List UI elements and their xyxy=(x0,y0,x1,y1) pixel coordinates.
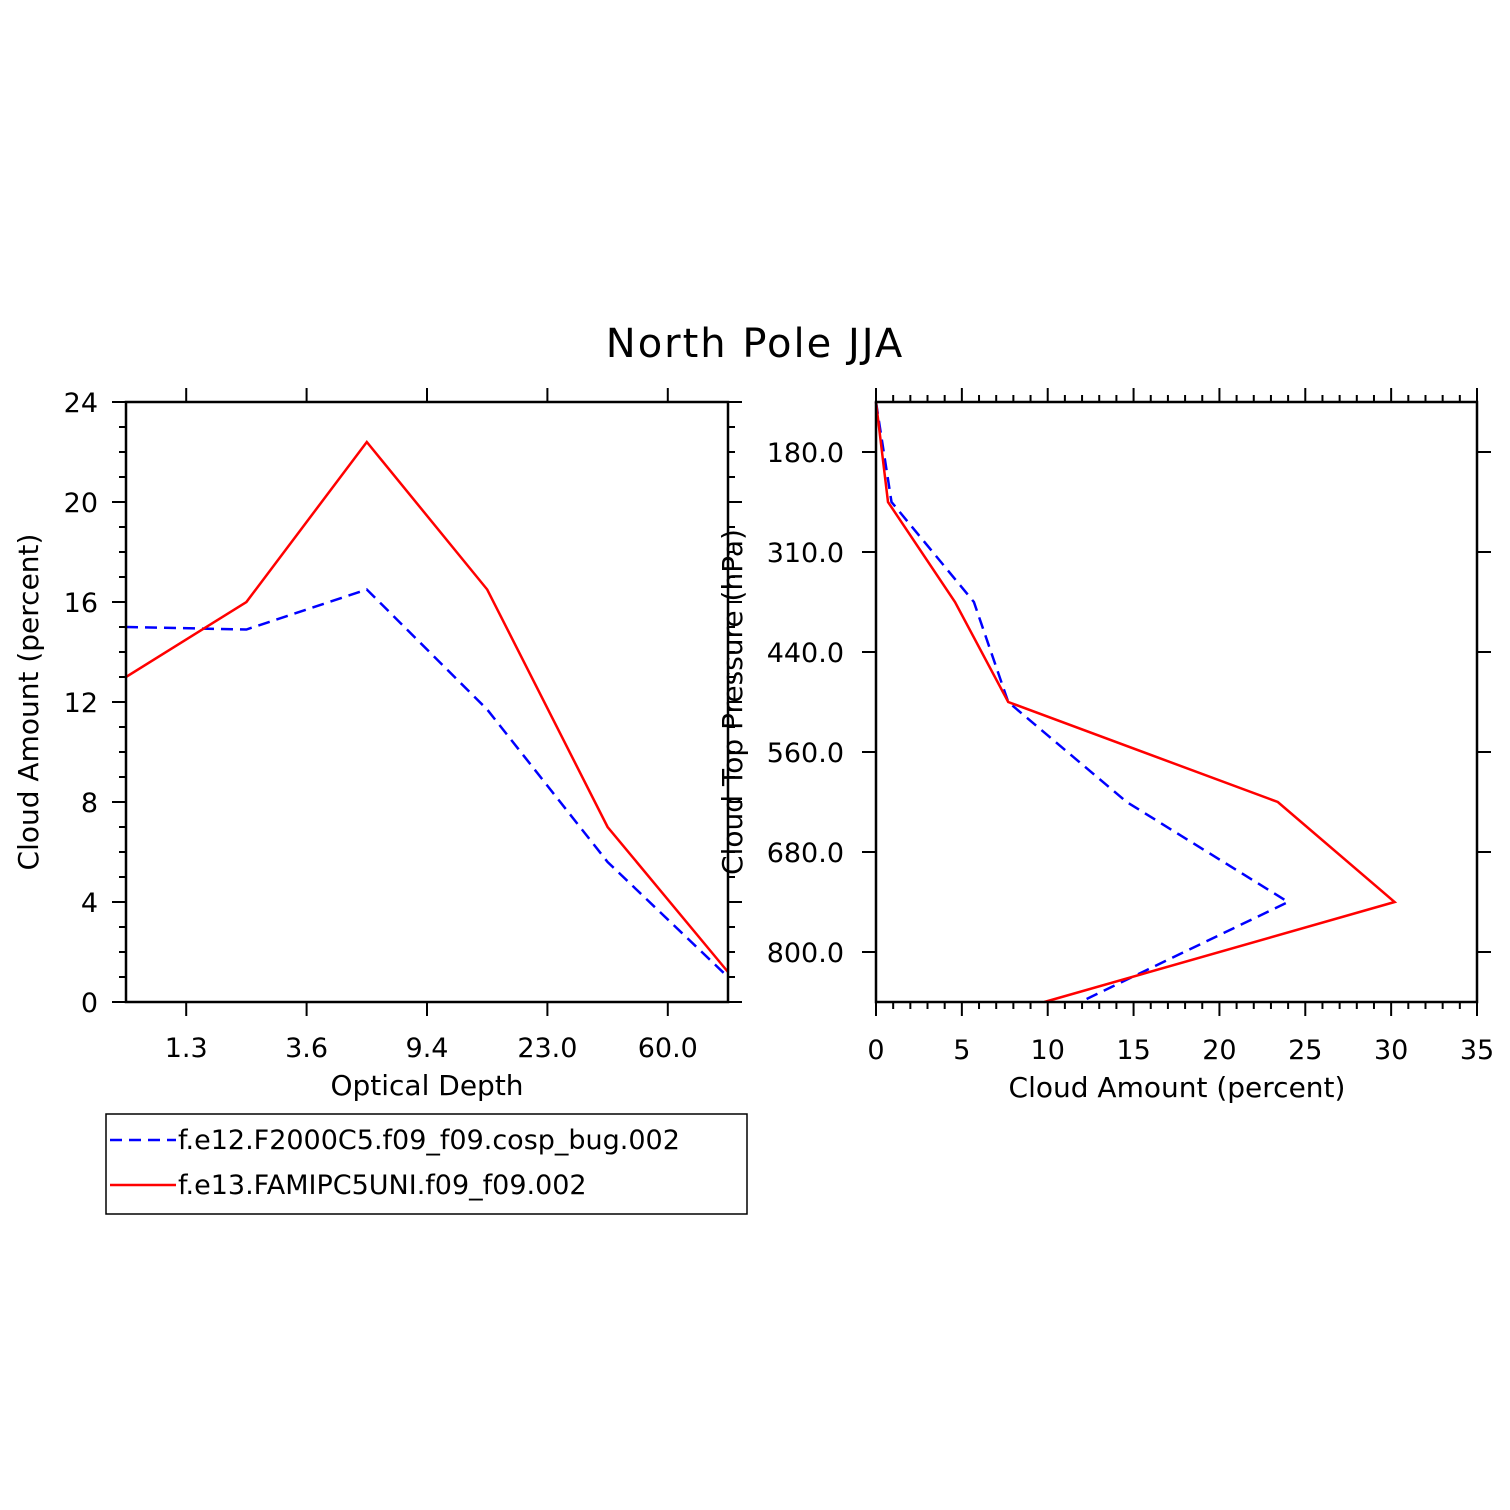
right-ticks xyxy=(862,388,1491,1016)
right-xtick-label: 30 xyxy=(1374,1035,1408,1066)
right-xtick-label: 15 xyxy=(1116,1035,1150,1066)
right-ytick-label: 440.0 xyxy=(767,638,844,669)
right-ytick-label: 800.0 xyxy=(767,938,844,969)
left-xtick-label: 3.6 xyxy=(285,1033,328,1064)
right-xtick-label: 25 xyxy=(1288,1035,1322,1066)
legend-label-0: f.e12.F2000C5.f09_f09.cosp_bug.002 xyxy=(178,1125,680,1156)
chart-title: North Pole JJA xyxy=(606,321,904,367)
right-y-axis-label: Cloud Top Pressure (hPa) xyxy=(716,529,749,875)
left-xtick-label: 9.4 xyxy=(406,1033,449,1064)
right-ytick-label: 310.0 xyxy=(767,538,844,569)
left-ytick-label: 20 xyxy=(64,488,98,519)
right-ytick-label: 180.0 xyxy=(767,438,844,469)
left-plot-frame xyxy=(124,400,730,1004)
left-ticks xyxy=(112,388,742,1016)
right-x-axis-label: Cloud Amount (percent) xyxy=(1009,1071,1346,1104)
left-ytick-label: 24 xyxy=(64,388,98,419)
legend-label-1: f.e13.FAMIPC5UNI.f09_f09.002 xyxy=(178,1170,587,1201)
right-series xyxy=(874,401,1398,1004)
right-xtick-label: 10 xyxy=(1031,1035,1065,1066)
right-ytick-label: 560.0 xyxy=(767,738,844,769)
right-tick-labels: 0 5 10 15 20 25 30 35 180.0 310.0 440.0 560.0 680.0 8… xyxy=(767,438,1494,1066)
left-xtick-label: 23.0 xyxy=(517,1033,577,1064)
left-ytick-label: 0 xyxy=(81,988,98,1019)
right-xtick-label: 5 xyxy=(953,1035,970,1066)
right-series-line-1 xyxy=(874,401,1398,1004)
optical-depth-panel: 0 4 8 12 16 20 24 1.3 3.6 9.4 23.0 60.0 Optical Dep… xyxy=(12,388,742,1102)
left-y-axis-label: Cloud Amount (percent) xyxy=(12,534,45,871)
left-x-axis-label: Optical Depth xyxy=(330,1069,523,1102)
left-series-line-0 xyxy=(125,588,729,978)
left-ytick-label: 8 xyxy=(81,788,98,819)
right-xtick-label: 35 xyxy=(1460,1035,1494,1066)
left-series-line-1 xyxy=(125,439,729,973)
right-ytick-label: 680.0 xyxy=(767,838,844,869)
left-tick-labels: 0 4 8 12 16 20 24 1.3 3.6 9.4 23.0 60.0 xyxy=(64,388,698,1064)
legend: f.e12.F2000C5.f09_f09.cosp_bug.002 f.e13… xyxy=(105,1113,748,1215)
left-ytick-label: 16 xyxy=(64,588,98,619)
right-series-line-0 xyxy=(874,401,1291,1004)
right-plot-frame xyxy=(874,400,1479,1004)
left-ytick-label: 4 xyxy=(81,888,98,919)
left-xtick-label: 60.0 xyxy=(638,1033,698,1064)
left-ytick-label: 12 xyxy=(64,688,98,719)
right-xtick-label: 20 xyxy=(1202,1035,1236,1066)
legend-box xyxy=(105,1113,748,1215)
left-xtick-label: 1.3 xyxy=(165,1033,208,1064)
right-xtick-label: 0 xyxy=(867,1035,884,1066)
left-series xyxy=(125,439,729,978)
cloud-top-pressure-panel: 0 5 10 15 20 25 30 35 180.0 310.0 440.0 560.0 680.0 8… xyxy=(716,388,1494,1104)
